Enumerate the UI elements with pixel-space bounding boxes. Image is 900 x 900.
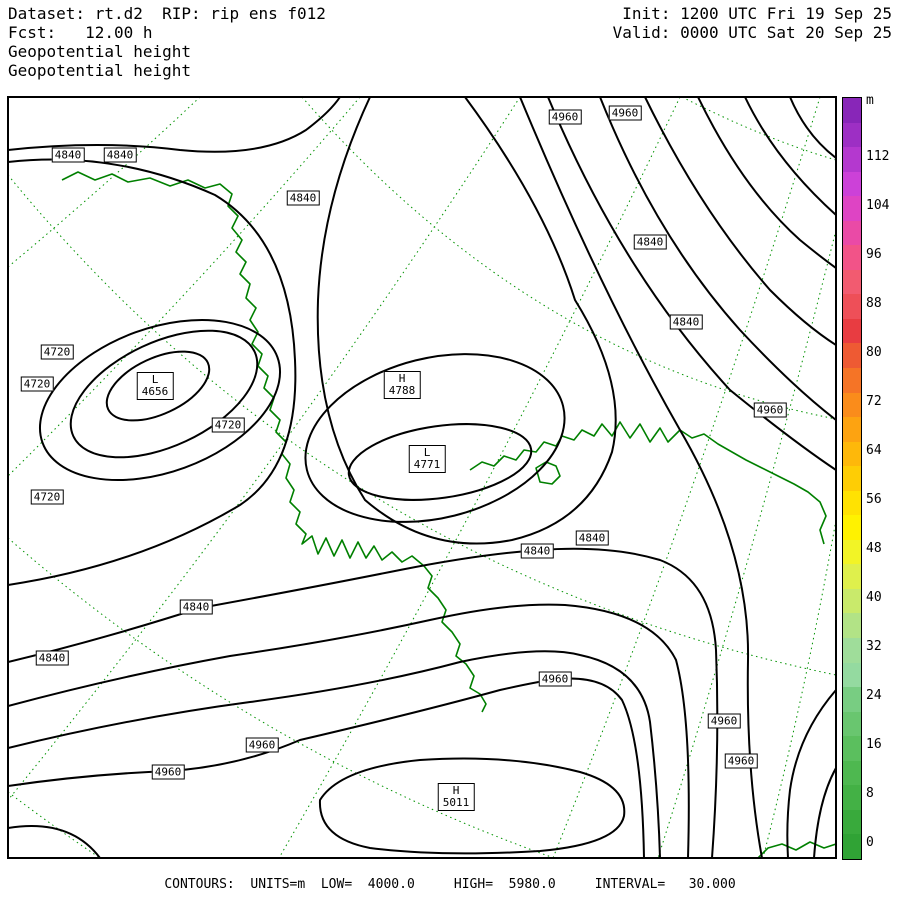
contour-line: [105, 350, 211, 422]
meridian-line: [8, 97, 201, 268]
contour-line: [8, 547, 719, 858]
contour-line: [8, 650, 661, 858]
init-time-line: Init: 1200 UTC Fri 19 Sep 25: [622, 4, 892, 23]
colorbar-segment: [843, 613, 861, 639]
colorbar-segment: [843, 785, 861, 810]
parallel-line: [681, 97, 836, 161]
header-right: Init: 1200 UTC Fri 19 Sep 25 Valid: 0000…: [613, 4, 892, 42]
contour-line: [69, 329, 259, 459]
colorbar-segment: [843, 392, 861, 418]
colorbar-segment: [843, 490, 861, 516]
contour-line: [38, 318, 282, 482]
colorbar-segment: [843, 539, 861, 565]
map-border: [7, 96, 837, 859]
colorbar-segment: [843, 98, 861, 123]
contour-line: [697, 97, 836, 269]
colorbar-segment: [843, 662, 861, 688]
colorbar-segment: [843, 368, 861, 393]
contour-line: [644, 97, 836, 346]
contour-line: [599, 97, 836, 421]
parallel-line: [8, 791, 101, 858]
colorbar-segment: [843, 564, 861, 589]
contour-line: [547, 97, 836, 471]
island-coastline: [535, 461, 561, 485]
contour-line: [8, 158, 297, 586]
colorbar-segment: [843, 687, 861, 712]
coastline: [61, 171, 487, 713]
contour-info-line: CONTOURS: UNITS=m LOW= 4000.0 HIGH= 5980…: [164, 877, 736, 892]
valid-time-line: Valid: 0000 UTC Sat 20 Sep 25: [612, 23, 892, 42]
colorbar-segment: [843, 318, 861, 344]
coastline: [757, 841, 836, 858]
colorbar-segment: [843, 809, 861, 835]
parallel-line: [8, 174, 836, 676]
contour-line: [8, 603, 690, 858]
colorbar-segment: [843, 220, 861, 246]
contour-line: [318, 757, 626, 855]
colorbar-segment: [843, 196, 861, 221]
colorbar-segment: [843, 343, 861, 369]
contour-line: [347, 423, 533, 501]
field-name-2: Geopotential height: [8, 61, 192, 80]
meridian-line: [8, 97, 361, 477]
contour-line: [304, 353, 566, 523]
colorbar-segment: [843, 269, 861, 295]
meridian-line: [278, 97, 681, 858]
contour-line: [8, 97, 341, 153]
contour-line: [519, 97, 763, 858]
colorbar-segment: [843, 245, 861, 270]
colorbar-segment: [843, 760, 861, 786]
colorbar-segment: [843, 294, 861, 319]
colorbar-segment: [843, 441, 861, 467]
forecast-line: Fcst: 12.00 h: [8, 23, 153, 42]
dataset-line: Dataset: rt.d2 RIP: rip ens f012: [8, 4, 326, 23]
contour-line: [8, 825, 101, 858]
field-name-1: Geopotential height: [8, 42, 192, 61]
colorbar-segment: [843, 736, 861, 761]
colorbar-segment: [843, 122, 861, 148]
meridian-line: [762, 519, 836, 858]
colorbar: [842, 97, 862, 860]
contour-line: [8, 677, 645, 858]
colorbar-segment: [843, 466, 861, 491]
graticule-layer: [8, 97, 836, 858]
contour-layer: [8, 97, 836, 858]
colorbar-segment: [843, 171, 861, 197]
meridian-line: [657, 229, 836, 858]
colorbar-segment: [843, 147, 861, 172]
contour-line: [789, 97, 836, 159]
colorbar-segment: [843, 588, 861, 614]
colorbar-segment: [843, 834, 861, 859]
contour-line: [744, 97, 836, 216]
contour-line: [786, 689, 836, 858]
contour-line: [316, 97, 617, 545]
colorbar-segment: [843, 515, 861, 540]
colorbar-segment: [843, 711, 861, 737]
header-left: Dataset: rt.d2 RIP: rip ens f012 Fcst: 1…: [8, 4, 326, 80]
parallel-line: [8, 537, 555, 858]
colorbar-segment: [843, 638, 861, 663]
coastline-layer: [61, 171, 836, 858]
parallel-line: [301, 97, 836, 420]
colorbar-segment: [843, 417, 861, 442]
contour-line: [813, 767, 836, 858]
